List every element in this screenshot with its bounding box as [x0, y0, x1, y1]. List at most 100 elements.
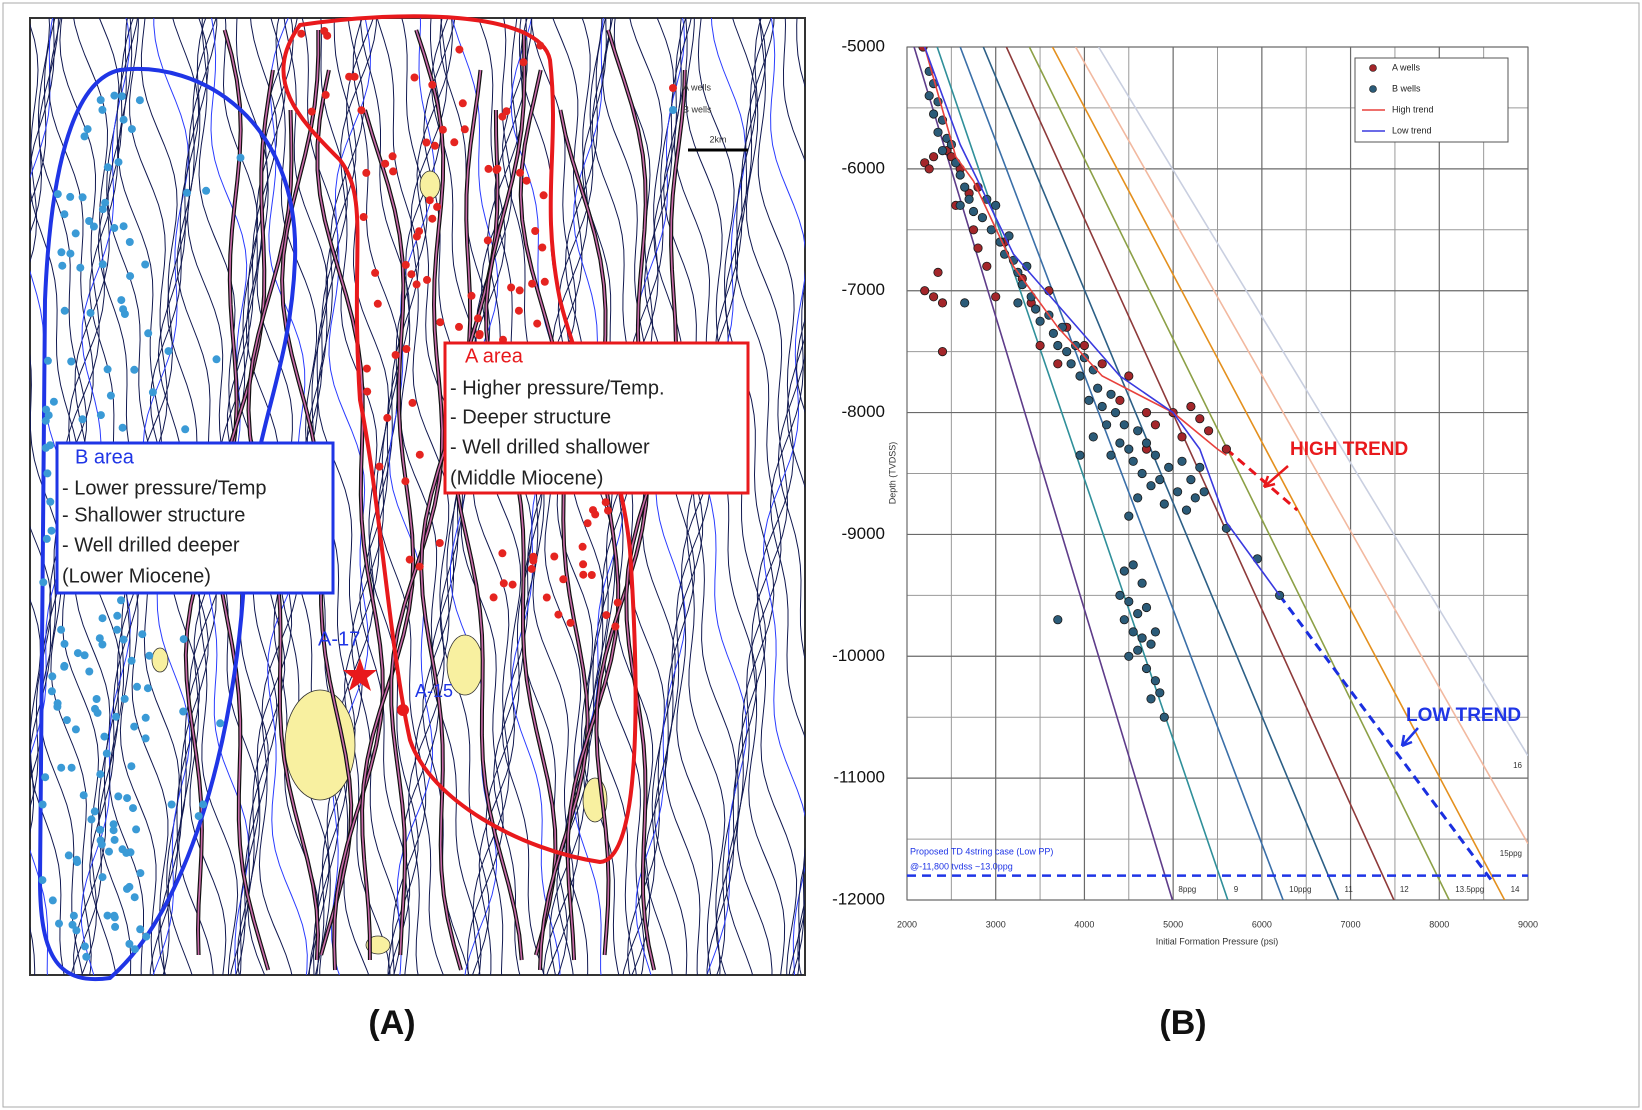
point — [1115, 395, 1125, 405]
map-well-b — [179, 707, 188, 716]
map-well-a — [531, 227, 540, 235]
map-well-b — [130, 365, 139, 374]
contour — [30, 23, 41, 835]
map-well-b — [98, 640, 107, 649]
map-well-b — [113, 611, 122, 620]
point — [1146, 694, 1156, 704]
a-area-line: - Deeper structure — [450, 406, 611, 428]
annotation: HIGH TREND — [1290, 439, 1408, 460]
gradient-label: 10ppg — [1289, 885, 1311, 894]
map-well-a — [578, 542, 587, 551]
map-well-a — [493, 164, 502, 173]
y-tick-label: -10000 — [832, 646, 885, 665]
point — [1141, 602, 1152, 613]
map-well-a — [583, 519, 592, 528]
point — [1048, 328, 1059, 338]
point — [1164, 462, 1174, 472]
point — [1102, 420, 1112, 430]
map-well-b — [142, 932, 151, 941]
map-well-a — [410, 73, 419, 82]
map-well-b — [98, 205, 107, 214]
map-well-b — [80, 942, 89, 951]
map-well-a — [533, 319, 542, 328]
map-well-a — [602, 611, 611, 620]
map-well-b — [114, 158, 123, 167]
map-well-a — [321, 90, 330, 99]
map-well-b — [57, 248, 66, 257]
map-well-a — [540, 277, 549, 286]
b-area-line: - Well drilled deeper — [62, 534, 240, 556]
map-well-b — [96, 825, 105, 834]
map-well-b — [135, 96, 144, 105]
point — [1128, 456, 1138, 466]
plot-content — [907, 47, 1528, 900]
point — [1137, 468, 1147, 479]
point — [991, 292, 1001, 302]
map-well-a — [422, 138, 431, 147]
gradient-line — [1097, 47, 1528, 757]
point — [928, 152, 939, 162]
map-well-b — [57, 763, 66, 772]
point — [937, 146, 948, 156]
point — [924, 91, 934, 101]
a-area-outline — [281, 14, 638, 865]
point — [1053, 340, 1063, 351]
contour — [745, 18, 789, 975]
gradient-label: 9 — [1234, 885, 1239, 894]
legend-marker — [1369, 85, 1377, 93]
map-well-b — [80, 132, 89, 141]
x-tick-label: 7000 — [1341, 919, 1361, 929]
x-tick-label: 2000 — [897, 919, 917, 929]
map-well-b — [123, 794, 132, 803]
x-tick-label: 8000 — [1429, 919, 1449, 929]
map-well-a — [297, 29, 306, 38]
map-well-a — [475, 330, 484, 338]
y-tick-label: -11000 — [833, 768, 885, 787]
contour — [543, 18, 583, 975]
map-well-b — [58, 261, 67, 270]
map-well-b — [89, 222, 98, 231]
map-well-b — [41, 773, 50, 782]
map-well-b — [181, 425, 190, 434]
map-well-b — [129, 804, 137, 813]
map-well-b — [125, 939, 134, 948]
map-well-b — [130, 722, 139, 731]
map-well-b — [55, 919, 63, 928]
map-well-b — [47, 687, 56, 696]
point — [1133, 493, 1143, 503]
contour — [762, 18, 805, 975]
legend: A wells B wells High trend Low trend — [1362, 62, 1434, 135]
map-well-b — [117, 596, 125, 605]
contour — [556, 18, 605, 975]
y-tick-label: -6000 — [842, 158, 885, 177]
point — [1150, 420, 1161, 430]
map-well-a — [323, 31, 332, 40]
map-well-b — [125, 238, 134, 246]
map-well-a — [604, 506, 612, 515]
point — [933, 267, 943, 277]
map-well-b — [138, 630, 147, 639]
map-well-b — [79, 791, 88, 800]
map-well-b — [136, 925, 145, 934]
point — [937, 346, 948, 357]
x-tick-label: 5000 — [1163, 919, 1183, 929]
legend-label: High trend — [1392, 104, 1434, 114]
point — [1186, 401, 1196, 412]
map-well-b — [110, 911, 119, 920]
map-well-b — [194, 812, 203, 821]
map-well-b — [72, 926, 81, 935]
map-well-b — [114, 792, 123, 801]
map-well-b — [64, 851, 73, 860]
map-well-b — [85, 667, 94, 676]
map-well-a — [613, 598, 622, 607]
map-well-b — [119, 222, 128, 231]
gradient-label: 12 — [1400, 885, 1409, 894]
map-well-b — [97, 840, 106, 849]
map-well-b — [76, 263, 85, 272]
map-well-b — [144, 329, 153, 338]
point — [1159, 499, 1169, 509]
map-well-a — [357, 106, 366, 115]
point — [1181, 505, 1192, 515]
gradient-line — [982, 47, 1340, 900]
map-well-a — [566, 618, 575, 627]
